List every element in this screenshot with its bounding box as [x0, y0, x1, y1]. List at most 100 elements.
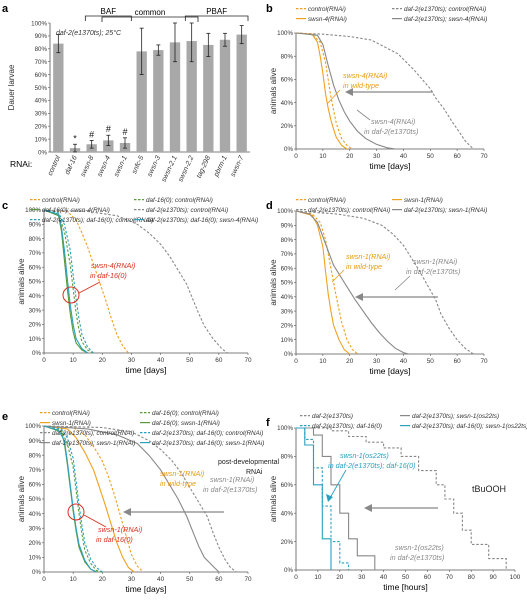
y-tick-label: 0%: [32, 569, 41, 576]
bar-pbrm-1: [219, 39, 231, 152]
annotation-text: swsn-1(RNAi): [346, 252, 390, 261]
x-axis-label: time [hours]: [383, 582, 427, 592]
y-tick-label: 80%: [29, 452, 42, 459]
x-tick-label: 0: [294, 574, 298, 581]
y-tick-label: 60%: [35, 72, 48, 79]
series-line: [43, 425, 103, 573]
y-tick-label: 50%: [35, 85, 48, 92]
panel-f: 0% 20% 40% 60% 80% 100% 0 10 20 30 40 50 60 70 80 90 100…: [269, 413, 527, 592]
bar-swsn-3: [153, 50, 164, 153]
legend-entry: daf-2(e1370ts); control(RNAi): [146, 207, 228, 214]
group-bracket: [84, 15, 132, 21]
annotation-leader: [329, 469, 347, 499]
x-tick-label: 0: [42, 576, 46, 583]
y-tick-label: 100%: [277, 208, 293, 215]
panel-c: 0% 10% 20% 30% 40% 50% 60% 70% 80% 90% 100% 0 10 20 30…: [17, 197, 258, 375]
chart-title: tBuOOH: [472, 484, 506, 494]
legend-entry: daf-2(e1370ts); daf-16(0); control(RNAi): [152, 430, 263, 437]
x-tick-label: 70: [480, 358, 488, 365]
group-label: common: [135, 8, 166, 17]
annotation-text: swsn-1(RNAi): [413, 257, 457, 266]
y-tick-label: 10%: [29, 336, 42, 343]
category-label: control: [47, 154, 62, 176]
panel-letter-d: d: [266, 200, 273, 212]
series-line: [43, 425, 144, 573]
x-tick-label: 60: [215, 576, 223, 583]
series-line: [295, 210, 409, 355]
annotation-text: swsn-4(RNAi): [91, 261, 135, 270]
y-tick-label: 70%: [29, 250, 42, 257]
annotation-leader: [78, 281, 101, 294]
panel-b: 0% 20% 40% 60% 80% 100% 0 10 20 30 40 50 60 70 animals…: [269, 6, 488, 171]
x-tick-label: 0: [294, 153, 298, 160]
y-tick-label: 60%: [29, 264, 42, 271]
y-tick-label: 0%: [284, 146, 293, 153]
x-tick-label: 70: [480, 153, 488, 160]
category-label: snfc-5: [131, 155, 145, 175]
significance-marker: *: [73, 133, 77, 143]
legend-entry: daf-2(e1370ts); control(RNAi): [52, 430, 134, 437]
y-tick-label: 40%: [29, 511, 42, 518]
x-tick-label: 50: [186, 357, 194, 364]
series-line: [43, 425, 135, 573]
bar-swsn-2.2: [186, 41, 197, 153]
y-tick-label: 90%: [29, 438, 42, 445]
y-tick-label: 0%: [32, 350, 41, 357]
legend-entry: daf-2(e1370ts); swsn-4(RNAi): [404, 16, 487, 23]
panel-d: 0% 10% 20% 30% 40% 50% 60% 70% 80% 90% 100% 0 10 20 30…: [269, 197, 488, 376]
x-tick-label: 20: [346, 153, 354, 160]
x-tick-label: 10: [70, 576, 78, 583]
panel-letter-e: e: [2, 411, 8, 423]
y-tick-label: 0%: [284, 567, 293, 574]
x-tick-label: 0: [42, 357, 46, 364]
x-axis-label: time [days]: [125, 584, 166, 594]
y-tick-label: 60%: [281, 482, 294, 489]
category-label: swsn-8: [80, 155, 96, 178]
y-axis-label: animals alive: [17, 475, 26, 522]
series-line: [295, 210, 359, 355]
y-tick-label: 30%: [29, 525, 42, 532]
x-tick-label: 30: [373, 358, 381, 365]
legend-entry: control(RNAi): [52, 410, 90, 417]
x-tick-label: 10: [319, 358, 327, 365]
group-label: PBAF: [206, 7, 227, 16]
y-tick-label: 0%: [38, 149, 47, 156]
y-tick-label: 20%: [281, 123, 294, 130]
annotation-leader: [356, 109, 371, 121]
y-tick-label: 50%: [29, 496, 42, 503]
series-line: [295, 32, 396, 150]
x-tick-label: 20: [99, 357, 107, 364]
x-tick-label: 10: [319, 153, 327, 160]
y-tick-label: 30%: [35, 111, 48, 118]
y-tick-label: 20%: [29, 322, 42, 329]
series-line: [43, 425, 220, 573]
y-tick-label: 40%: [281, 294, 294, 301]
bar-control: [53, 43, 64, 152]
legend-entry: daf-2(e1370ts); swsn-1(RNAi): [404, 207, 487, 214]
x-axis-label: RNAi:: [10, 159, 32, 169]
category-label: daf-16: [64, 155, 79, 176]
series-line: [43, 425, 237, 573]
series-line: [295, 32, 353, 150]
x-tick-label: 50: [402, 574, 410, 581]
y-axis-label: animals alive: [269, 67, 278, 114]
legend-entry: daf-2(e1370ts): [312, 413, 353, 420]
bar-snfc-5: [136, 51, 147, 152]
y-tick-label: 20%: [281, 323, 294, 330]
legend-entry: daf-2(e1370ts); daf-16(0); swsn-4(RNAi): [146, 217, 258, 224]
category-label: swsn-1: [113, 155, 129, 178]
annotation-text: in daf-16(0): [96, 535, 133, 544]
x-tick-label: 70: [244, 576, 252, 583]
legend-entry: daf-2(e1370ts); swsn-1(os22ts): [412, 413, 499, 420]
bar-swsn-4: [103, 140, 114, 152]
annotation-text: in daf-2(e1370ts): [406, 267, 460, 276]
y-tick-label: 100%: [277, 425, 293, 432]
y-tick-label: 100%: [277, 30, 293, 37]
arrow-head: [326, 494, 333, 502]
y-tick-label: 20%: [281, 539, 294, 546]
legend-entry: daf-16(0); swsn-4(RNAi): [42, 207, 110, 214]
annotation-text: swsn-1(os22ts): [395, 543, 444, 552]
annotation-text: swsn-1(RNAi): [160, 469, 204, 478]
panel-note: daf-2(e1370ts); 25°C: [56, 29, 122, 37]
y-tick-label: 30%: [29, 307, 42, 314]
